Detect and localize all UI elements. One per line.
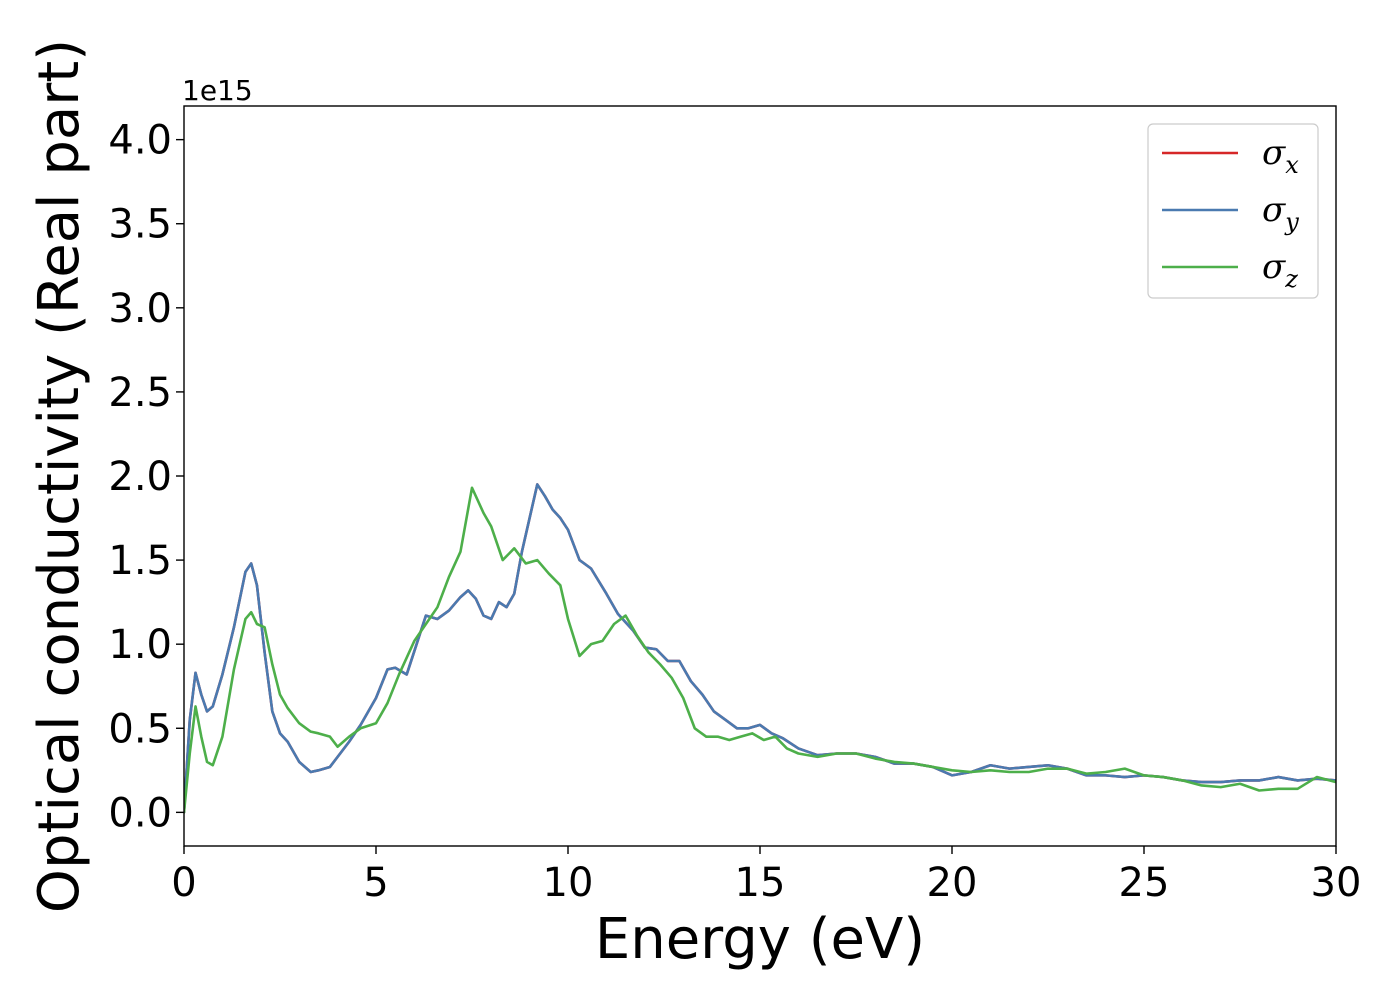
x-tick-label: 30	[1311, 860, 1362, 906]
x-tick-label: 15	[735, 860, 786, 906]
legend-label-z: σz	[1262, 247, 1298, 293]
series-lines	[184, 483, 1336, 814]
y-tick-label: 0.5	[108, 706, 172, 752]
y-tick-label: 1.0	[108, 622, 172, 668]
y-offset-label: 1e15	[182, 74, 253, 107]
series-line-y	[184, 483, 1336, 814]
y-tick-label: 4.0	[108, 118, 172, 164]
legend-label-symbol: σ	[1262, 133, 1286, 173]
legend-label-subscript: y	[1284, 208, 1299, 236]
x-tick-label: 5	[363, 860, 388, 906]
x-axis-ticks: 0 5 10 15 20 25 30	[171, 846, 1361, 906]
x-tick-label: 10	[543, 860, 594, 906]
y-axis-title: Optical conductivity (Real part)	[27, 39, 92, 913]
legend-label-x: σx	[1262, 133, 1299, 179]
y-tick-label: 1.5	[108, 538, 172, 584]
legend-label-symbol: σ	[1262, 247, 1286, 287]
y-tick-label: 3.5	[108, 202, 172, 248]
x-tick-label: 20	[927, 860, 978, 906]
y-tick-label: 2.0	[108, 454, 172, 500]
y-tick-label: 2.5	[108, 370, 172, 416]
plot-frame	[183, 105, 1337, 847]
x-tick-label: 25	[1119, 860, 1170, 906]
legend-label-y: σy	[1262, 190, 1299, 236]
legend-label-subscript: x	[1285, 151, 1299, 179]
y-tick-label: 0.0	[108, 790, 172, 836]
legend-label-subscript: z	[1284, 265, 1298, 293]
y-tick-label: 3.0	[108, 286, 172, 332]
legend-label-symbol: σ	[1262, 190, 1286, 230]
y-axis-ticks: 0.0 0.5 1.0 1.5 2.0 2.5 3.0 3.5 4.0	[108, 118, 184, 836]
x-tick-label: 0	[171, 860, 196, 906]
x-axis-title: Energy (eV)	[595, 907, 925, 972]
series-line-z	[184, 486, 1336, 814]
